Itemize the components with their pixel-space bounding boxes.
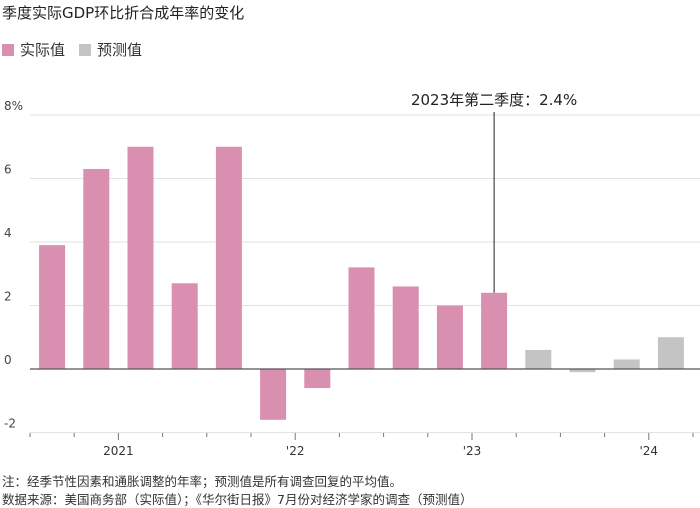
legend-label-forecast: 预测值 (97, 41, 143, 59)
y-tick-label: -2 (4, 417, 16, 431)
bar-actual (215, 146, 242, 369)
bar-forecast (569, 369, 596, 373)
source-note: 数据来源：美国商务部（实际值）；《华尔街日报》7月份对经济学家的调查（预测值） (2, 492, 473, 507)
y-tick-label: 4 (4, 226, 12, 240)
chart-title: 季度实际GDP环比折合成年率的变化 (2, 4, 245, 22)
legend-item-forecast: 预测值 (79, 39, 142, 60)
legend: 实际值 预测值 (2, 39, 156, 60)
annotation-label: 2023年第二季度：2.4% (411, 91, 577, 109)
bar-actual (127, 146, 154, 369)
x-tick-label: '22 (286, 444, 305, 458)
bar-actual (436, 305, 463, 369)
x-tick-label: '24 (640, 444, 659, 458)
x-tick-label: 2021 (103, 444, 134, 458)
bar-forecast (613, 359, 640, 369)
y-tick-label: 8% (4, 99, 23, 113)
legend-item-actual: 实际值 (2, 39, 65, 60)
y-tick-label: 6 (4, 163, 12, 177)
bar-actual (304, 369, 331, 389)
y-tick-label: 0 (4, 353, 12, 367)
bar-forecast (657, 337, 684, 369)
bar-actual (260, 369, 287, 420)
legend-swatch-actual (2, 43, 14, 56)
footnote: 注：经季节性因素和通胀调整的年率；预测值是所有调查回复的平均值。 (2, 474, 403, 489)
legend-swatch-forecast (79, 43, 92, 56)
bar-actual (481, 292, 508, 369)
x-tick-label: '23 (463, 444, 482, 458)
bar-actual (39, 245, 66, 369)
legend-label-actual: 实际值 (20, 41, 66, 59)
bar-actual (83, 168, 110, 369)
bar-forecast (525, 349, 552, 369)
bar-actual (392, 286, 419, 369)
bar-actual (171, 283, 198, 369)
bar-actual (348, 267, 375, 369)
y-tick-label: 2 (4, 290, 12, 304)
